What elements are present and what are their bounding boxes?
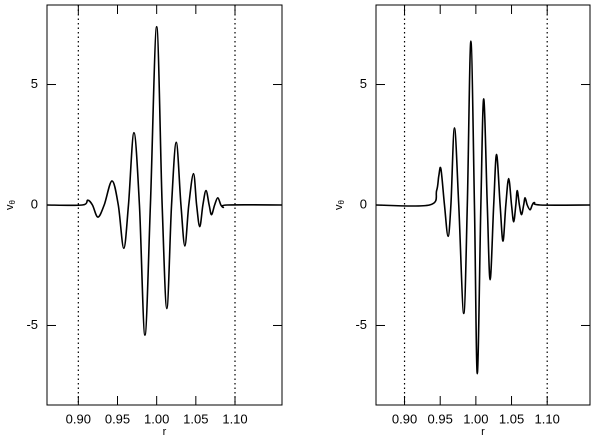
x-tick-label: 1.10 — [222, 411, 247, 426]
x-tick-label: 0.90 — [66, 411, 91, 426]
x-tick-label: 1.00 — [144, 411, 169, 426]
y-tick-label: 5 — [360, 76, 367, 91]
y-tick-label: -5 — [26, 317, 38, 332]
y-axis-title-sub: θ — [8, 199, 17, 204]
x-axis-title: r — [481, 426, 485, 435]
x-tick-label: 0.95 — [428, 411, 453, 426]
y-tick-label: 0 — [31, 196, 38, 211]
panel: 0.90 0.95 1.00 1.05 1.10 -5 0 5 r vθ — [4, 4, 283, 435]
y-axis-title: vθ — [4, 199, 17, 210]
x-tick-label: 0.95 — [105, 411, 130, 426]
x-tick-label: 1.05 — [183, 411, 208, 426]
x-axis-title: r — [163, 426, 167, 435]
x-tick-label: 1.05 — [499, 411, 524, 426]
y-axis-title-main: v — [4, 204, 16, 210]
y-axis-title: vθ — [333, 199, 346, 210]
y-tick-label: 0 — [360, 196, 367, 211]
y-axis-title-sub: θ — [337, 199, 346, 204]
x-tick-label: 0.90 — [392, 411, 417, 426]
x-tick-label: 1.00 — [463, 411, 488, 426]
data-line — [375, 40, 591, 375]
y-tick-label: -5 — [355, 317, 367, 332]
y-axis-title-main: v — [333, 204, 345, 210]
data-line — [46, 25, 283, 336]
y-tick-label: 5 — [31, 76, 38, 91]
panel: 0.90 0.95 1.00 1.05 1.10 -5 0 5 r vθ — [333, 4, 591, 435]
x-tick-label: 1.10 — [535, 411, 560, 426]
